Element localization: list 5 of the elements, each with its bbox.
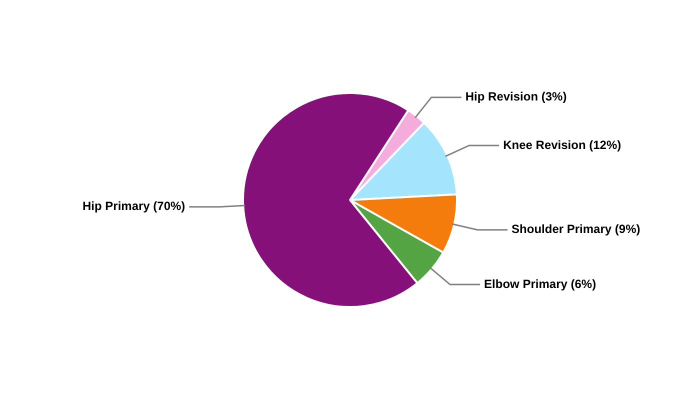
slice-label: Hip Revision (3%): [465, 90, 567, 104]
slice-label: Elbow Primary (6%): [484, 276, 596, 291]
slice-label: Hip Primary (70%): [82, 199, 186, 214]
slice-label: Shoulder Primary (9%): [512, 222, 640, 236]
slice-label: Knee Revision (12%): [503, 138, 622, 152]
